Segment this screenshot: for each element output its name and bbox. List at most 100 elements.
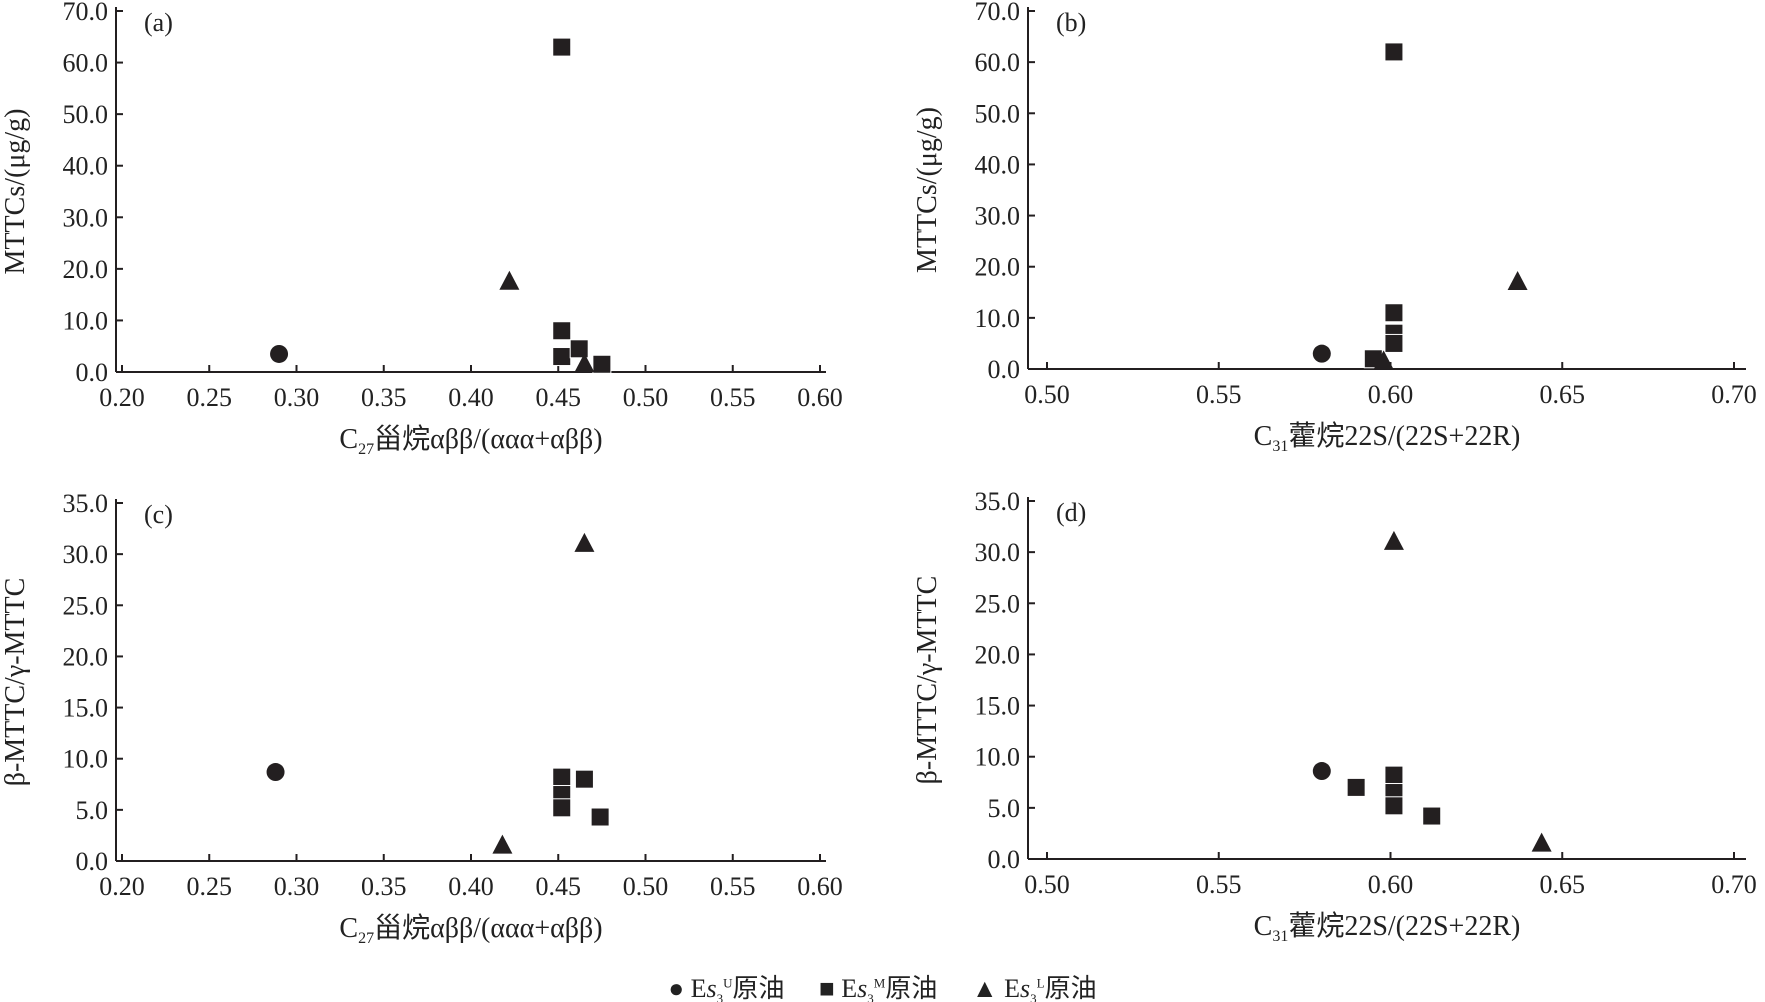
y-tick-label: 35.0	[63, 489, 109, 518]
x-tick-label: 0.30	[274, 872, 320, 901]
legend-text: E	[841, 974, 858, 1002]
panel-label: (d)	[1056, 498, 1086, 527]
point-triangle	[1383, 530, 1404, 550]
y-tick-label: 70.0	[63, 0, 109, 26]
y-tick-label: 10.0	[63, 745, 109, 774]
x-tick-label: 0.50	[623, 872, 669, 901]
legend-item-l: ▲ Es3L原油	[972, 974, 1097, 1002]
x-tick-label: 0.60	[1368, 380, 1414, 409]
y-tick-label: 0.0	[988, 355, 1021, 384]
point-triangle	[499, 270, 520, 290]
legend-text: 原油	[885, 974, 938, 1002]
point-square	[552, 347, 572, 367]
y-tick-label: 10.0	[975, 304, 1021, 333]
point-square	[592, 354, 612, 374]
legend-subscript: 3	[1030, 991, 1037, 1002]
y-tick-label: 40.0	[63, 152, 109, 181]
legend-item-u: ● Es3U原油	[668, 974, 784, 1002]
legend-subscript: 3	[716, 991, 724, 1002]
legend: ● Es3U原油 ■ Es3M原油 ▲ Es3L原油	[0, 968, 1765, 1002]
point-square	[590, 807, 610, 827]
x-tick-label: 0.50	[1024, 380, 1070, 409]
point-square	[1384, 333, 1404, 353]
x-tick-label: 0.65	[1540, 870, 1586, 899]
legend-text: s	[857, 974, 868, 1002]
panel-d: 0.50 0.55 0.60 0.65 0.70 0.0 5.0 10.0 15.0 20.0 25…	[912, 487, 1757, 945]
y-tick-label: 30.0	[975, 202, 1021, 231]
y-tick-label: 5.0	[76, 796, 109, 825]
panel-label: (a)	[144, 8, 173, 37]
y-axis-label: MTTCs/(μg/g)	[912, 107, 943, 273]
legend-subscript: 3	[867, 991, 874, 1002]
y-axis-label: β-MTTC/γ-MTTC	[0, 578, 31, 787]
y-tick-label: 10.0	[63, 306, 109, 335]
legend-superscript: U	[723, 975, 733, 991]
x-tick-label: 0.70	[1711, 870, 1757, 899]
y-tick-label: 50.0	[975, 99, 1021, 128]
point-triangle	[1531, 832, 1552, 852]
legend-text: E	[1004, 974, 1020, 1002]
point-circle	[270, 344, 289, 363]
x-tick-label: 0.50	[1024, 870, 1070, 899]
panel-label: (c)	[144, 500, 173, 529]
panel-b: 0.50 0.55 0.60 0.65 0.70 0.0 10.0 20.0 30.0 40.0 5…	[912, 0, 1757, 455]
point-triangle	[492, 834, 513, 854]
x-axis-label: C31藿烷22S/(22S+22R)	[1254, 910, 1521, 945]
y-tick-label: 30.0	[63, 203, 109, 232]
point-square	[1384, 303, 1404, 323]
point-square	[569, 339, 589, 359]
point-square	[1346, 777, 1366, 797]
point-square	[552, 321, 572, 341]
y-tick-label: 20.0	[63, 642, 109, 671]
y-tick-label: 70.0	[975, 0, 1021, 26]
legend-text: E	[690, 974, 707, 1002]
panel-label: (b)	[1056, 8, 1086, 37]
panel-c: 0.20 0.25 0.30 0.35 0.40 0.45 0.50 0.55 0.60 0.0 5…	[0, 489, 843, 947]
legend-marker-triangle: ▲	[971, 974, 998, 1002]
y-axis-label: β-MTTC/γ-MTTC	[912, 576, 943, 785]
x-tick-label: 0.25	[187, 383, 233, 412]
point-square	[1384, 42, 1404, 62]
x-tick-label: 0.45	[536, 383, 582, 412]
chart-canvas: 0.20 0.25 0.30 0.35 0.40 0.45 0.50 0.55 0.60 0.0 1…	[0, 0, 1757, 947]
point-square	[1422, 806, 1442, 826]
x-tick-label: 0.20	[99, 872, 145, 901]
point-triangle	[1507, 271, 1528, 291]
y-tick-label: 20.0	[975, 253, 1021, 282]
point-circle	[1312, 762, 1331, 781]
y-tick-label: 15.0	[63, 694, 109, 723]
point-square	[552, 767, 572, 787]
legend-text: 原油	[1044, 974, 1097, 1002]
y-tick-label: 0.0	[988, 845, 1021, 874]
x-tick-label: 0.55	[1196, 380, 1242, 409]
point-square	[552, 798, 572, 818]
x-tick-label: 0.25	[187, 872, 233, 901]
x-tick-label: 0.45	[536, 872, 582, 901]
y-axis-label: MTTCs/(μg/g)	[0, 109, 31, 275]
x-tick-label: 0.40	[448, 872, 494, 901]
y-tick-label: 0.0	[76, 847, 109, 876]
legend-text: s	[1019, 974, 1031, 1002]
legend-text: 原油	[732, 974, 785, 1002]
x-axis-label: C27甾烷αββ/(ααα+αββ)	[339, 912, 602, 947]
x-tick-label: 0.35	[361, 383, 407, 412]
point-triangle	[574, 532, 595, 552]
legend-item-m: ■ Es3M原油	[819, 974, 937, 1002]
point-circle	[1312, 344, 1331, 363]
y-tick-label: 25.0	[975, 589, 1021, 618]
x-tick-label: 0.50	[623, 383, 669, 412]
x-tick-label: 0.60	[797, 872, 843, 901]
x-tick-label: 0.20	[99, 383, 145, 412]
y-tick-label: 35.0	[975, 487, 1021, 516]
x-axis-label: C27甾烷αββ/(ααα+αββ)	[339, 423, 602, 458]
y-tick-label: 60.0	[975, 48, 1021, 77]
point-triangle	[574, 353, 595, 373]
point-square	[1384, 765, 1404, 785]
y-tick-label: 20.0	[63, 255, 109, 284]
y-tick-label: 5.0	[988, 794, 1021, 823]
x-tick-label: 0.70	[1711, 380, 1757, 409]
y-tick-label: 20.0	[975, 640, 1021, 669]
y-tick-label: 25.0	[63, 591, 109, 620]
x-tick-label: 0.55	[710, 383, 756, 412]
